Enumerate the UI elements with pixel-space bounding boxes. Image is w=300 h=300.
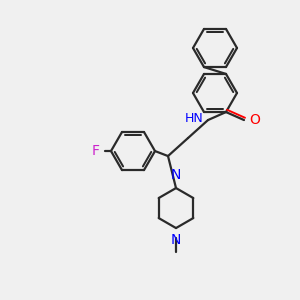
Text: HN: HN xyxy=(185,112,204,124)
Text: O: O xyxy=(249,113,260,127)
Text: N: N xyxy=(171,233,181,247)
Text: N: N xyxy=(171,168,181,182)
Text: F: F xyxy=(92,144,100,158)
